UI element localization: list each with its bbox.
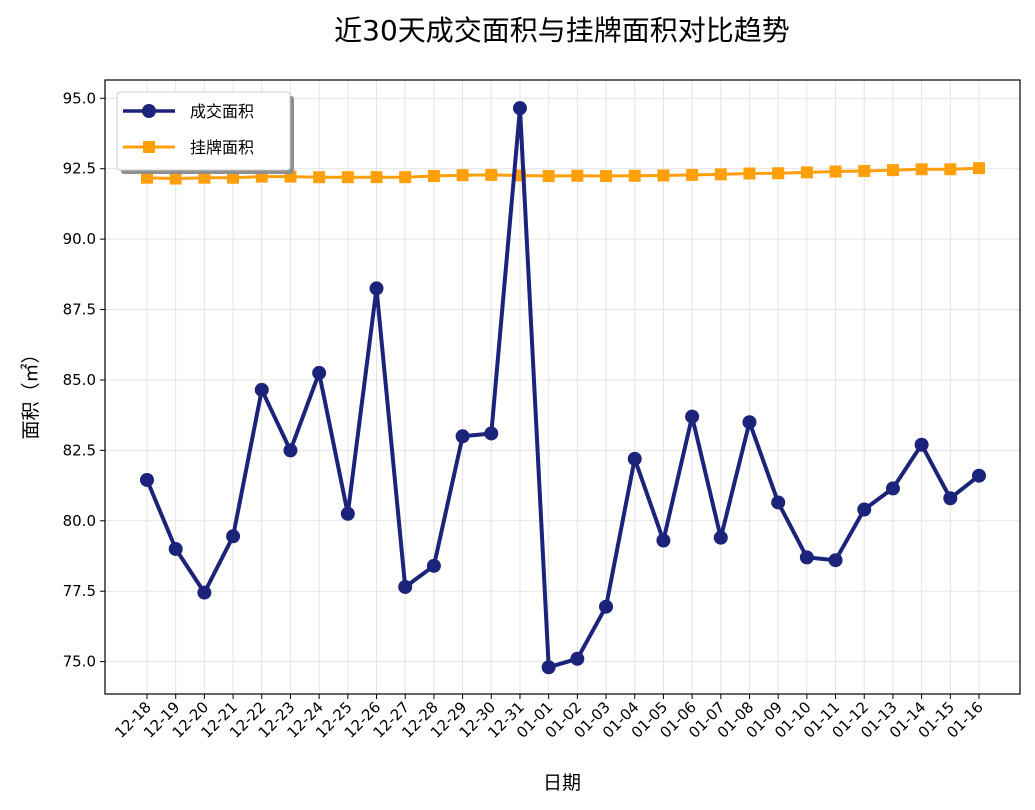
data-point-listing [858, 164, 871, 177]
data-point-deal [742, 415, 757, 430]
data-point-listing [198, 171, 211, 184]
data-point-listing [973, 162, 985, 175]
data-point-listing [485, 168, 498, 181]
data-point-listing [227, 171, 240, 184]
data-point-deal [599, 599, 614, 614]
data-point-deal [398, 579, 413, 594]
data-point-listing [313, 171, 326, 184]
chart-title: 近30天成交面积与挂牌面积对比趋势 [334, 14, 790, 47]
data-point-listing [886, 164, 899, 177]
data-point-deal [254, 382, 269, 397]
data-point-deal [226, 529, 241, 544]
data-point-deal [972, 468, 986, 483]
data-point-listing [686, 168, 699, 181]
data-point-listing [399, 171, 412, 184]
data-point-deal [283, 443, 298, 458]
data-point-listing [341, 171, 354, 184]
plot-frame [104, 79, 1021, 695]
data-point-listing [628, 169, 641, 182]
data-point-deal [484, 426, 499, 441]
data-point-deal [713, 530, 728, 545]
data-point-deal [140, 472, 154, 487]
data-point-deal [656, 533, 671, 548]
data-point-listing [427, 170, 440, 183]
y-axis-label: 面积（㎡） [19, 344, 42, 439]
y-tick-label: 85.0 [63, 371, 96, 389]
data-point-deal [455, 429, 470, 444]
legend: 成交面积 挂牌面积 [116, 91, 294, 174]
data-point-deal [340, 506, 355, 521]
data-point-deal [426, 558, 441, 573]
data-point-listing [915, 163, 928, 176]
data-point-deal [168, 541, 183, 556]
x-axis-label: 日期 [543, 772, 581, 794]
y-tick-label: 92.5 [63, 160, 96, 178]
data-point-deal [799, 550, 814, 565]
data-point-deal [369, 281, 384, 296]
data-point-listing [743, 167, 756, 180]
y-tick-label: 80.0 [63, 512, 96, 530]
data-point-deal [828, 553, 843, 568]
legend-label-listing: 挂牌面积 [190, 138, 254, 157]
data-point-deal [857, 502, 872, 517]
data-point-listing [714, 168, 727, 181]
y-tick-label: 75.0 [63, 653, 96, 671]
data-point-listing [370, 171, 383, 184]
legend-marker-deal [142, 104, 156, 118]
legend-marker-listing [143, 141, 155, 153]
data-point-deal [943, 491, 958, 506]
data-point-deal [685, 409, 700, 424]
y-tick-label: 87.5 [63, 301, 96, 319]
y-tick-label: 90.0 [63, 230, 96, 248]
data-point-deal [512, 101, 527, 116]
y-tick-label: 95.0 [63, 89, 96, 107]
data-point-listing [657, 169, 670, 182]
data-point-deal [627, 451, 642, 466]
data-point-listing [800, 166, 813, 179]
series-layer [140, 101, 986, 675]
data-point-listing [944, 163, 957, 176]
data-point-deal [312, 365, 327, 380]
y-tick-label: 82.5 [63, 441, 96, 459]
data-point-listing [456, 169, 469, 182]
data-point-deal [570, 651, 585, 666]
data-point-listing [600, 170, 613, 183]
data-point-deal [885, 481, 900, 496]
data-point-listing [255, 170, 268, 183]
data-point-listing [829, 165, 842, 178]
data-point-listing [772, 167, 785, 180]
data-point-listing [169, 172, 182, 185]
series-line-deal [145, 106, 981, 670]
legend-label-deal: 成交面积 [190, 102, 254, 121]
data-point-listing [571, 169, 584, 182]
data-point-listing [542, 170, 555, 183]
y-tick-label: 77.5 [63, 582, 96, 600]
data-point-deal [771, 495, 786, 510]
data-point-listing [141, 171, 153, 184]
data-point-deal [914, 437, 929, 452]
data-point-deal [541, 660, 556, 675]
data-point-deal [197, 585, 212, 600]
